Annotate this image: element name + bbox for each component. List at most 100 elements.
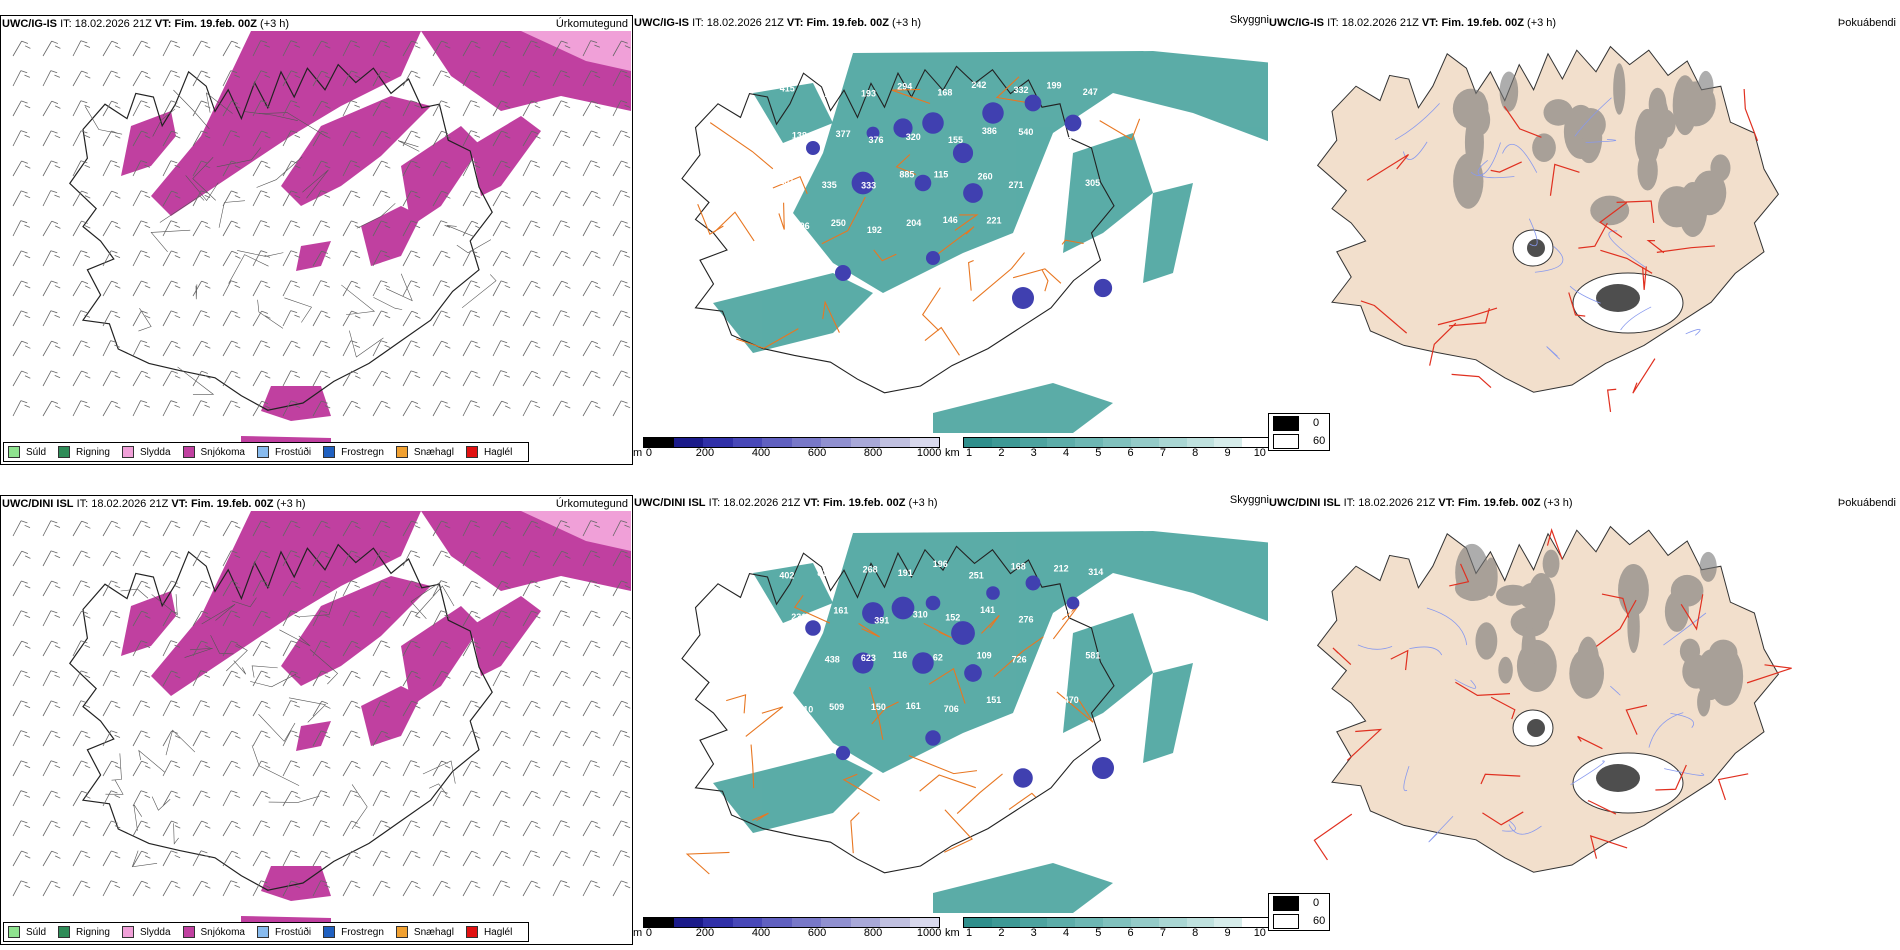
legend-item: Snjókoma xyxy=(182,446,245,458)
colorbar-segment xyxy=(1214,918,1243,927)
cloud-base-label: 314 xyxy=(1088,567,1103,577)
colorbar-segment xyxy=(703,918,733,927)
cloud-base-label: 161 xyxy=(906,701,921,711)
cloud-base-label: 885 xyxy=(899,169,914,179)
colorbar-segment xyxy=(791,918,821,927)
legend-item: Haglél xyxy=(465,926,512,938)
cloud-base-label: 335 xyxy=(822,180,837,190)
legend-swatch xyxy=(256,926,269,938)
cloud-base-label: 116 xyxy=(893,650,908,660)
cloud-base-label: 818 xyxy=(817,568,832,578)
scale-tick: 10 xyxy=(1253,447,1266,459)
legend-swatch xyxy=(465,926,478,938)
precip-legend: Súld Rigning Slydda Snjókoma Frostúði Frostre… xyxy=(3,922,530,942)
cloud-base-label: 196 xyxy=(933,559,948,569)
visibility-map: 402 818 268 191 196 251 168 212 314 231 161 391 310 1… xyxy=(633,513,1273,913)
scale-tick: 10 xyxy=(1253,927,1266,939)
fog-legend-swatch xyxy=(1273,895,1299,911)
cloud-base-label: 333 xyxy=(861,181,876,191)
fog-legend-label: 0 xyxy=(1313,897,1320,909)
cloud-base-label: 540 xyxy=(1018,127,1033,137)
cloud-base-label: 509 xyxy=(829,702,844,712)
legend-label: Rigning xyxy=(76,446,110,458)
fog-legend-label: 0 xyxy=(1313,417,1320,429)
legend-label: Frostregn xyxy=(341,446,384,458)
fog-legend-swatch xyxy=(1273,913,1299,929)
cloud-base-label: 350 xyxy=(778,653,793,663)
scale-tick: 1000 xyxy=(916,927,942,939)
cloud-base-label: 250 xyxy=(1099,609,1114,619)
colorbar-segment xyxy=(991,918,1020,927)
colorbar-segment xyxy=(964,438,992,447)
legend-swatch xyxy=(395,446,408,458)
legend-swatch xyxy=(58,446,71,458)
scale-tick: 4 xyxy=(1062,447,1070,459)
legend-label: Frostregn xyxy=(341,926,384,938)
legend-label: Súld xyxy=(26,446,47,458)
legend-label: Rigning xyxy=(76,926,110,938)
legend-swatch xyxy=(8,926,20,938)
panel-header: UWC/IG-IS IT: 18.02.2026 21Z VT: Fim. 19… xyxy=(2,18,290,30)
panel-title: Skyggni xyxy=(1229,15,1269,26)
legend-swatch xyxy=(465,446,478,458)
cloud-base-label: 146 xyxy=(943,215,958,225)
precipitation-map xyxy=(1,16,632,464)
legend-swatch xyxy=(121,926,134,938)
cloud-base-label: 623 xyxy=(861,653,876,663)
fog-legend-swatch xyxy=(1273,433,1299,449)
fog-panel-0: UWC/IG-IS IT: 18.02.2026 21Z VT: Fim. 19… xyxy=(1268,15,1900,465)
cloud-base-label: 377 xyxy=(836,129,851,139)
legend-label: Haglél xyxy=(483,446,513,458)
legend-item: Rigning xyxy=(58,446,110,458)
legend-label: Snjókoma xyxy=(200,926,245,938)
legend-swatch xyxy=(256,446,269,458)
colorbar-segment xyxy=(1019,438,1048,447)
colorbar-segment xyxy=(791,438,821,447)
legend-item: Snjókoma xyxy=(182,926,245,938)
fog-legend-item: 0 xyxy=(1269,414,1329,432)
ceiling-unit: m xyxy=(633,447,643,459)
cloud-base-label: 386 xyxy=(982,126,997,136)
colorbar-segment xyxy=(821,918,851,927)
fog-legend: 0 60 xyxy=(1268,893,1331,931)
cloud-base-label: 294 xyxy=(897,82,912,92)
scale-tick: 0 xyxy=(645,447,652,459)
colorbar-segment xyxy=(644,438,674,447)
colorbar-segment xyxy=(1186,918,1215,927)
colorbar-segment xyxy=(850,438,880,447)
scale-tick: 4 xyxy=(1062,927,1070,939)
cloud-base-label: 305 xyxy=(1085,178,1100,188)
cloud-base-label: 115 xyxy=(934,170,949,180)
panel-title: Úrkomutegund xyxy=(555,18,628,30)
cloud-base-label: 255 xyxy=(1047,652,1062,662)
cloud-base-label: 726 xyxy=(1012,655,1027,665)
visibility-unit: km xyxy=(945,447,960,459)
colorbar-segment xyxy=(1103,918,1131,927)
cloud-base-label: 168 xyxy=(937,87,952,97)
cloud-base-label: 192 xyxy=(867,225,882,235)
colorbar-segment xyxy=(1214,438,1243,447)
legend-item: Frostregn xyxy=(323,926,384,938)
cloud-base-label: 470 xyxy=(1064,695,1079,705)
fog-map xyxy=(1268,513,1900,943)
cloud-base-label: 320 xyxy=(906,132,921,142)
fog-panel-1: UWC/DINI ISL IT: 18.02.2026 21Z VT: Fim.… xyxy=(1268,495,1900,945)
scale-tick: 400 xyxy=(751,447,771,459)
cloud-base-label: 193 xyxy=(861,89,876,99)
scale-tick: 9 xyxy=(1224,927,1231,939)
colorbar-segment xyxy=(732,438,762,447)
colorbar-segment xyxy=(673,438,703,447)
cloud-base-label: 251 xyxy=(969,571,984,581)
scale-tick: 3 xyxy=(1030,447,1037,459)
fog-legend-label: 60 xyxy=(1313,915,1326,927)
colorbar-segment xyxy=(732,918,762,927)
colorbar-segment xyxy=(1047,438,1076,447)
cloud-base-label: 210 xyxy=(798,705,813,715)
panel-title: Skyggni xyxy=(1229,495,1269,506)
colorbar-segment xyxy=(1047,918,1076,927)
colorbar-segment xyxy=(762,438,792,447)
colorbar-segment xyxy=(1186,438,1215,447)
cloud-base-label: 247 xyxy=(1083,87,1098,97)
cloud-base-label: 37 xyxy=(1096,133,1106,143)
scale-tick: 7 xyxy=(1159,447,1166,459)
